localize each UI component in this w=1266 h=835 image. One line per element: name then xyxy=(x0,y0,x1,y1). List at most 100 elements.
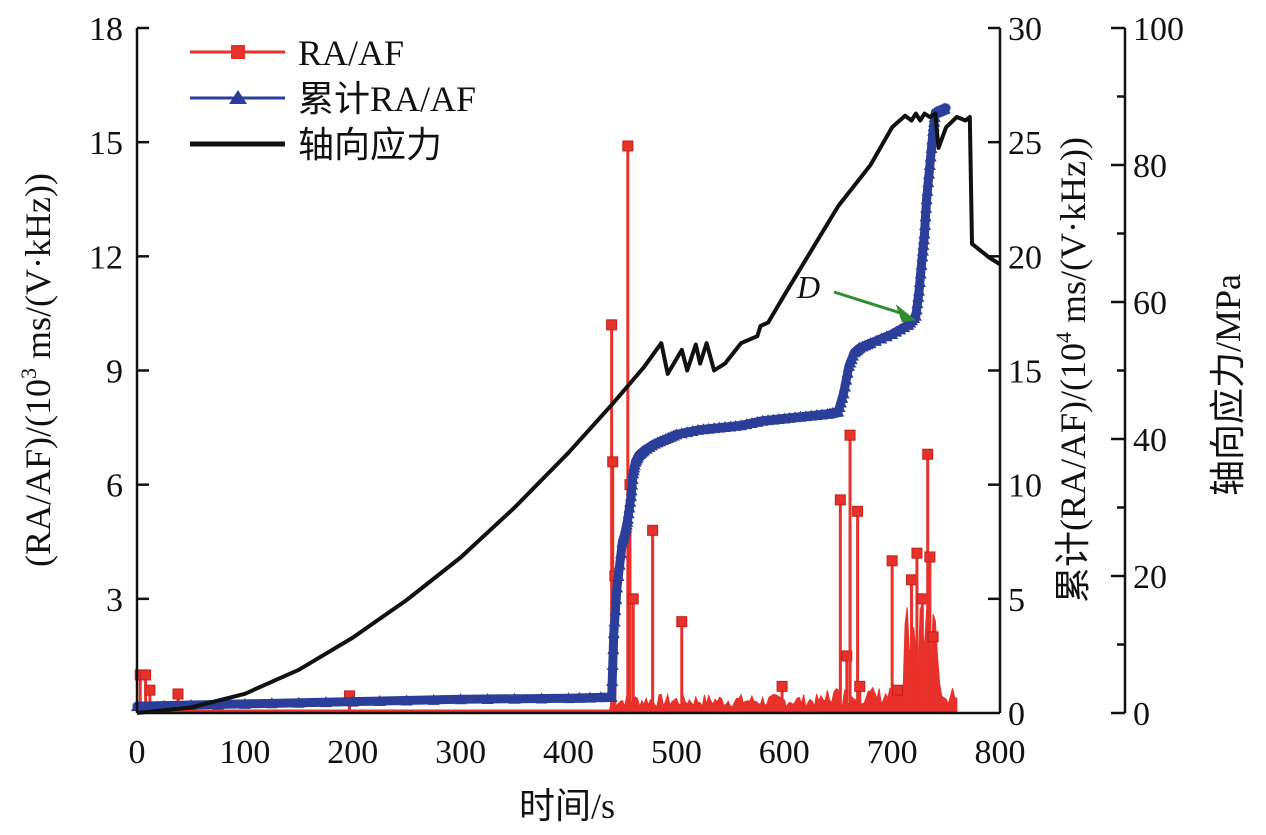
cumulative-marker xyxy=(292,696,305,708)
cumulative-marker xyxy=(925,141,938,153)
cumulative-marker xyxy=(584,691,597,703)
left-tick-label: 12 xyxy=(89,239,123,276)
ra-af-marker xyxy=(676,616,688,628)
ra-af-marker xyxy=(886,555,898,567)
x-tick-label: 800 xyxy=(975,734,1026,771)
cumulative-marker xyxy=(427,693,440,705)
axis-titles: 时间/s(RA/AF)/(103 ms/(V·kHz))累计(RA/AF)/(1… xyxy=(16,137,1248,826)
cumulative-marker xyxy=(841,366,854,378)
cumulative-marker xyxy=(609,604,622,616)
cumulative-marker xyxy=(837,387,850,399)
cumulative-marker xyxy=(623,501,636,513)
right-inner-axis-title: 累计(RA/AF)/(104 ms/(V·kHz)) xyxy=(1051,137,1093,603)
cumulative-marker xyxy=(611,581,624,593)
axes: 0 100 200 300 400 500 600 700 800369121518051015… xyxy=(89,11,1184,771)
cumulative-marker xyxy=(605,691,618,703)
left-axis-title-part: ms/(V·kHz)) xyxy=(18,173,58,368)
cumulative-marker xyxy=(607,643,620,655)
cumulative-marker xyxy=(562,692,575,704)
cumulative-marker xyxy=(594,691,607,703)
ra-af-baseline-band xyxy=(136,607,958,714)
cumulative-marker xyxy=(373,695,386,707)
cumulative-marker xyxy=(626,478,639,490)
cumulative-marker xyxy=(919,210,932,222)
left-tick-label: 9 xyxy=(106,354,123,391)
cumulative-marker xyxy=(840,373,853,385)
series-axial-stress xyxy=(136,111,1002,715)
annotation-arrow-line xyxy=(833,290,909,317)
cumulative-marker xyxy=(916,244,929,256)
left-tick-label: 6 xyxy=(106,468,123,505)
cumulative-marker xyxy=(926,133,939,145)
right-inner-tick-label: 15 xyxy=(1008,354,1042,391)
legend-label: 轴向应力 xyxy=(298,125,442,165)
cumulative-marker xyxy=(346,695,359,707)
x-tick-label: 600 xyxy=(759,734,810,771)
ra-af-marker xyxy=(916,593,928,605)
ra-af-marker xyxy=(606,319,618,331)
ra-af-marker xyxy=(852,505,864,517)
legend-triangle-icon xyxy=(229,90,247,104)
plot-series xyxy=(131,102,1002,715)
annotation-label-d: D xyxy=(796,269,820,305)
cumulative-marker xyxy=(606,659,619,671)
cumulative-marker xyxy=(924,150,937,162)
x-tick-label: 100 xyxy=(219,734,270,771)
right-outer-tick-label: 80 xyxy=(1133,148,1167,185)
cumulative-marker xyxy=(913,276,926,288)
ra-af-marker xyxy=(627,593,639,605)
ra-af-marker xyxy=(927,631,939,643)
annotation-arrow-head xyxy=(895,304,916,323)
ra-af-marker xyxy=(647,524,659,536)
cumulative-marker xyxy=(912,290,925,302)
x-tick-label: 300 xyxy=(435,734,486,771)
right-outer-axis-title: 轴向应力/MPa xyxy=(1208,274,1248,496)
cumulative-marker xyxy=(535,692,548,704)
ra-af-marker xyxy=(140,669,152,681)
right-inner-axis-title-part: 累计(RA/AF)/(10 xyxy=(1053,343,1093,603)
ra-af-marker xyxy=(172,688,184,700)
right-outer-tick-label: 40 xyxy=(1133,422,1167,459)
ra-af-marker xyxy=(844,429,856,441)
cumulative-marker xyxy=(938,102,951,114)
cumulative-marker xyxy=(612,570,625,581)
cumulative-marker xyxy=(157,699,170,711)
cumulative-marker xyxy=(626,472,639,484)
legend-item: 轴向应力 xyxy=(190,125,442,165)
right-outer-tick-label: 100 xyxy=(1133,11,1184,48)
right-inner-tick-label: 20 xyxy=(1008,239,1042,276)
cumulative-marker xyxy=(838,380,851,392)
right-inner-tick-label: 10 xyxy=(1008,468,1042,505)
cumulative-marker xyxy=(625,490,638,502)
cumulative-marker xyxy=(916,250,929,262)
cumulative-marker xyxy=(917,233,930,245)
cumulative-marker xyxy=(608,615,621,627)
left-tick-label: 15 xyxy=(89,125,123,162)
ra-af-marker xyxy=(776,680,788,692)
right-inner-axis-title-superscript: 4 xyxy=(1051,332,1076,343)
cumulative-marker xyxy=(923,167,936,179)
right-inner-tick-label: 25 xyxy=(1008,125,1042,162)
legend-label: 累计RA/AF xyxy=(298,79,476,119)
cumulative-marker xyxy=(265,697,278,709)
cumulative-marker xyxy=(923,159,936,170)
left-axis-title: (RA/AF)/(103 ms/(V·kHz)) xyxy=(16,173,58,567)
series-ra-af xyxy=(134,140,958,714)
cumulative-marker xyxy=(911,297,924,309)
cumulative-line xyxy=(132,103,951,711)
right-inner-tick-label: 30 xyxy=(1008,11,1042,48)
cumulative-marker xyxy=(915,258,928,270)
ra-af-marker xyxy=(911,547,923,559)
ra-af-marker xyxy=(622,140,634,152)
x-tick-label: 700 xyxy=(867,734,918,771)
ra-af-marker xyxy=(834,494,846,506)
cumulative-marker xyxy=(624,495,637,507)
right-outer-tick-label: 60 xyxy=(1133,285,1167,322)
legend-item: RA/AF xyxy=(190,33,404,73)
cumulative-marker xyxy=(319,696,332,708)
cumulative-marker xyxy=(913,284,926,296)
right-inner-tick-label: 5 xyxy=(1008,582,1025,619)
cumulative-marker xyxy=(922,176,935,188)
legend-square-icon xyxy=(231,45,245,59)
